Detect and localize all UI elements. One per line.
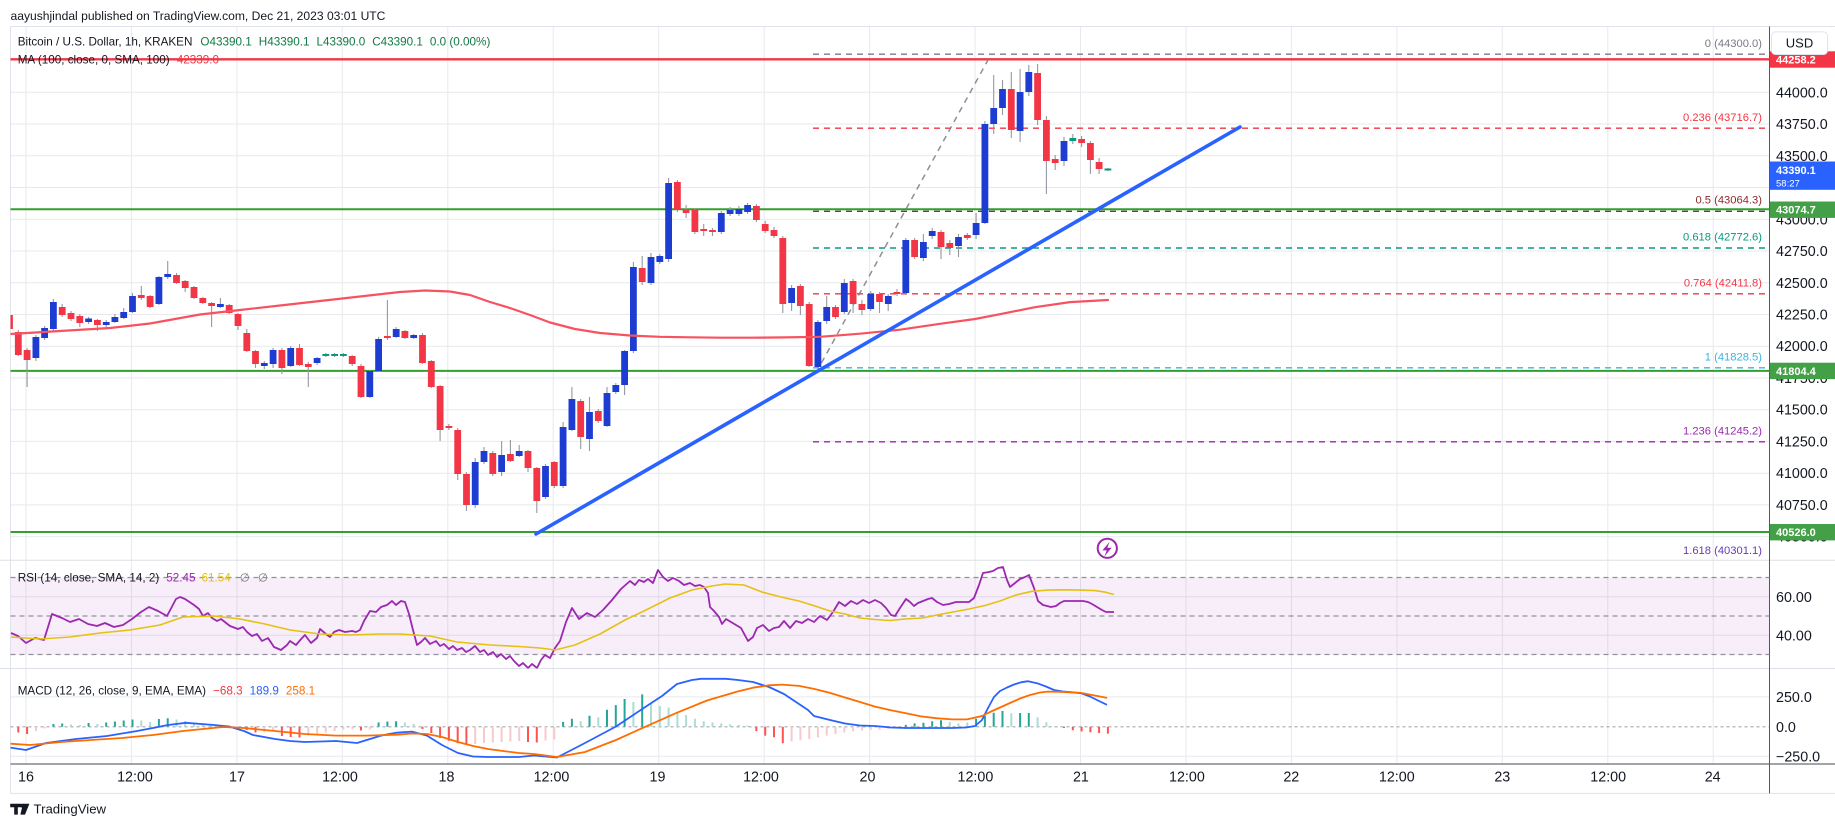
svg-text:12:00: 12:00 [534, 770, 570, 786]
svg-text:12:00: 12:00 [743, 770, 779, 786]
svg-text:0.618 (42772.6): 0.618 (42772.6) [1683, 232, 1762, 244]
svg-text:22: 22 [1283, 770, 1299, 786]
svg-text:42750.0: 42750.0 [1776, 244, 1828, 260]
svg-text:0.5 (43064.3): 0.5 (43064.3) [1695, 195, 1762, 207]
svg-text:−250.0: −250.0 [1776, 749, 1820, 765]
svg-text:12:00: 12:00 [117, 770, 153, 786]
svg-text:USD: USD [1786, 36, 1813, 51]
svg-text:40526.0: 40526.0 [1776, 527, 1816, 539]
svg-text:RSI (14, close, SMA, 14, 2)52.: RSI (14, close, SMA, 14, 2) 52.45 61.54 ∅ ∅ [18, 572, 268, 585]
svg-text:43750.0: 43750.0 [1776, 117, 1828, 133]
svg-text:1.236 (41245.2): 1.236 (41245.2) [1683, 425, 1762, 437]
svg-text:23: 23 [1494, 770, 1510, 786]
svg-text:44258.2: 44258.2 [1776, 54, 1816, 66]
svg-text:19: 19 [650, 770, 666, 786]
svg-text:0.236 (43716.7): 0.236 (43716.7) [1683, 112, 1762, 124]
svg-text:0.764 (42411.8): 0.764 (42411.8) [1684, 277, 1762, 289]
svg-text:12:00: 12:00 [1169, 770, 1205, 786]
svg-text:58:27: 58:27 [1776, 178, 1800, 189]
svg-text:42500.0: 42500.0 [1776, 276, 1828, 292]
svg-text:12:00: 12:00 [1379, 770, 1415, 786]
svg-text:41000.0: 41000.0 [1776, 466, 1828, 482]
svg-text:24: 24 [1705, 770, 1721, 786]
svg-text:1.618 (40301.1): 1.618 (40301.1) [1683, 545, 1762, 557]
svg-text:41804.4: 41804.4 [1776, 366, 1817, 378]
svg-text:43390.1: 43390.1 [1776, 165, 1816, 177]
svg-text:40.00: 40.00 [1776, 628, 1812, 644]
svg-text:42000.0: 42000.0 [1776, 339, 1828, 355]
svg-text:TradingView: TradingView [34, 801, 107, 816]
svg-text:12:00: 12:00 [322, 770, 358, 786]
svg-text:20: 20 [860, 770, 876, 786]
svg-text:aayushjindal published on Trad: aayushjindal published on TradingView.co… [11, 9, 386, 23]
svg-text:MACD (12, 26, close, 9, EMA, E: MACD (12, 26, close, 9, EMA, EMA) −68.3 18… [18, 684, 315, 697]
svg-text:0.0: 0.0 [1776, 720, 1796, 736]
svg-text:MA (100, close, 0, SMA, 100)42: MA (100, close, 0, SMA, 100) 42339.0 [18, 53, 220, 66]
svg-text:12:00: 12:00 [958, 770, 994, 786]
svg-text:17: 17 [229, 770, 245, 786]
svg-text:43500.0: 43500.0 [1776, 149, 1828, 165]
svg-text:41250.0: 41250.0 [1776, 434, 1828, 450]
svg-text:250.0: 250.0 [1776, 690, 1812, 706]
svg-text:18: 18 [439, 770, 455, 786]
svg-text:1 (41828.5): 1 (41828.5) [1705, 351, 1762, 363]
svg-text:0 (44300.0): 0 (44300.0) [1705, 38, 1762, 50]
svg-text:21: 21 [1073, 770, 1089, 786]
svg-text:16: 16 [18, 770, 34, 786]
svg-text:40750.0: 40750.0 [1776, 498, 1828, 514]
svg-text:60.00: 60.00 [1776, 590, 1812, 606]
svg-text:42250.0: 42250.0 [1776, 308, 1828, 324]
svg-text:12:00: 12:00 [1590, 770, 1626, 786]
svg-text:43074.7: 43074.7 [1776, 205, 1816, 217]
svg-text:44000.0: 44000.0 [1776, 85, 1828, 101]
svg-text:41500.0: 41500.0 [1776, 403, 1828, 419]
